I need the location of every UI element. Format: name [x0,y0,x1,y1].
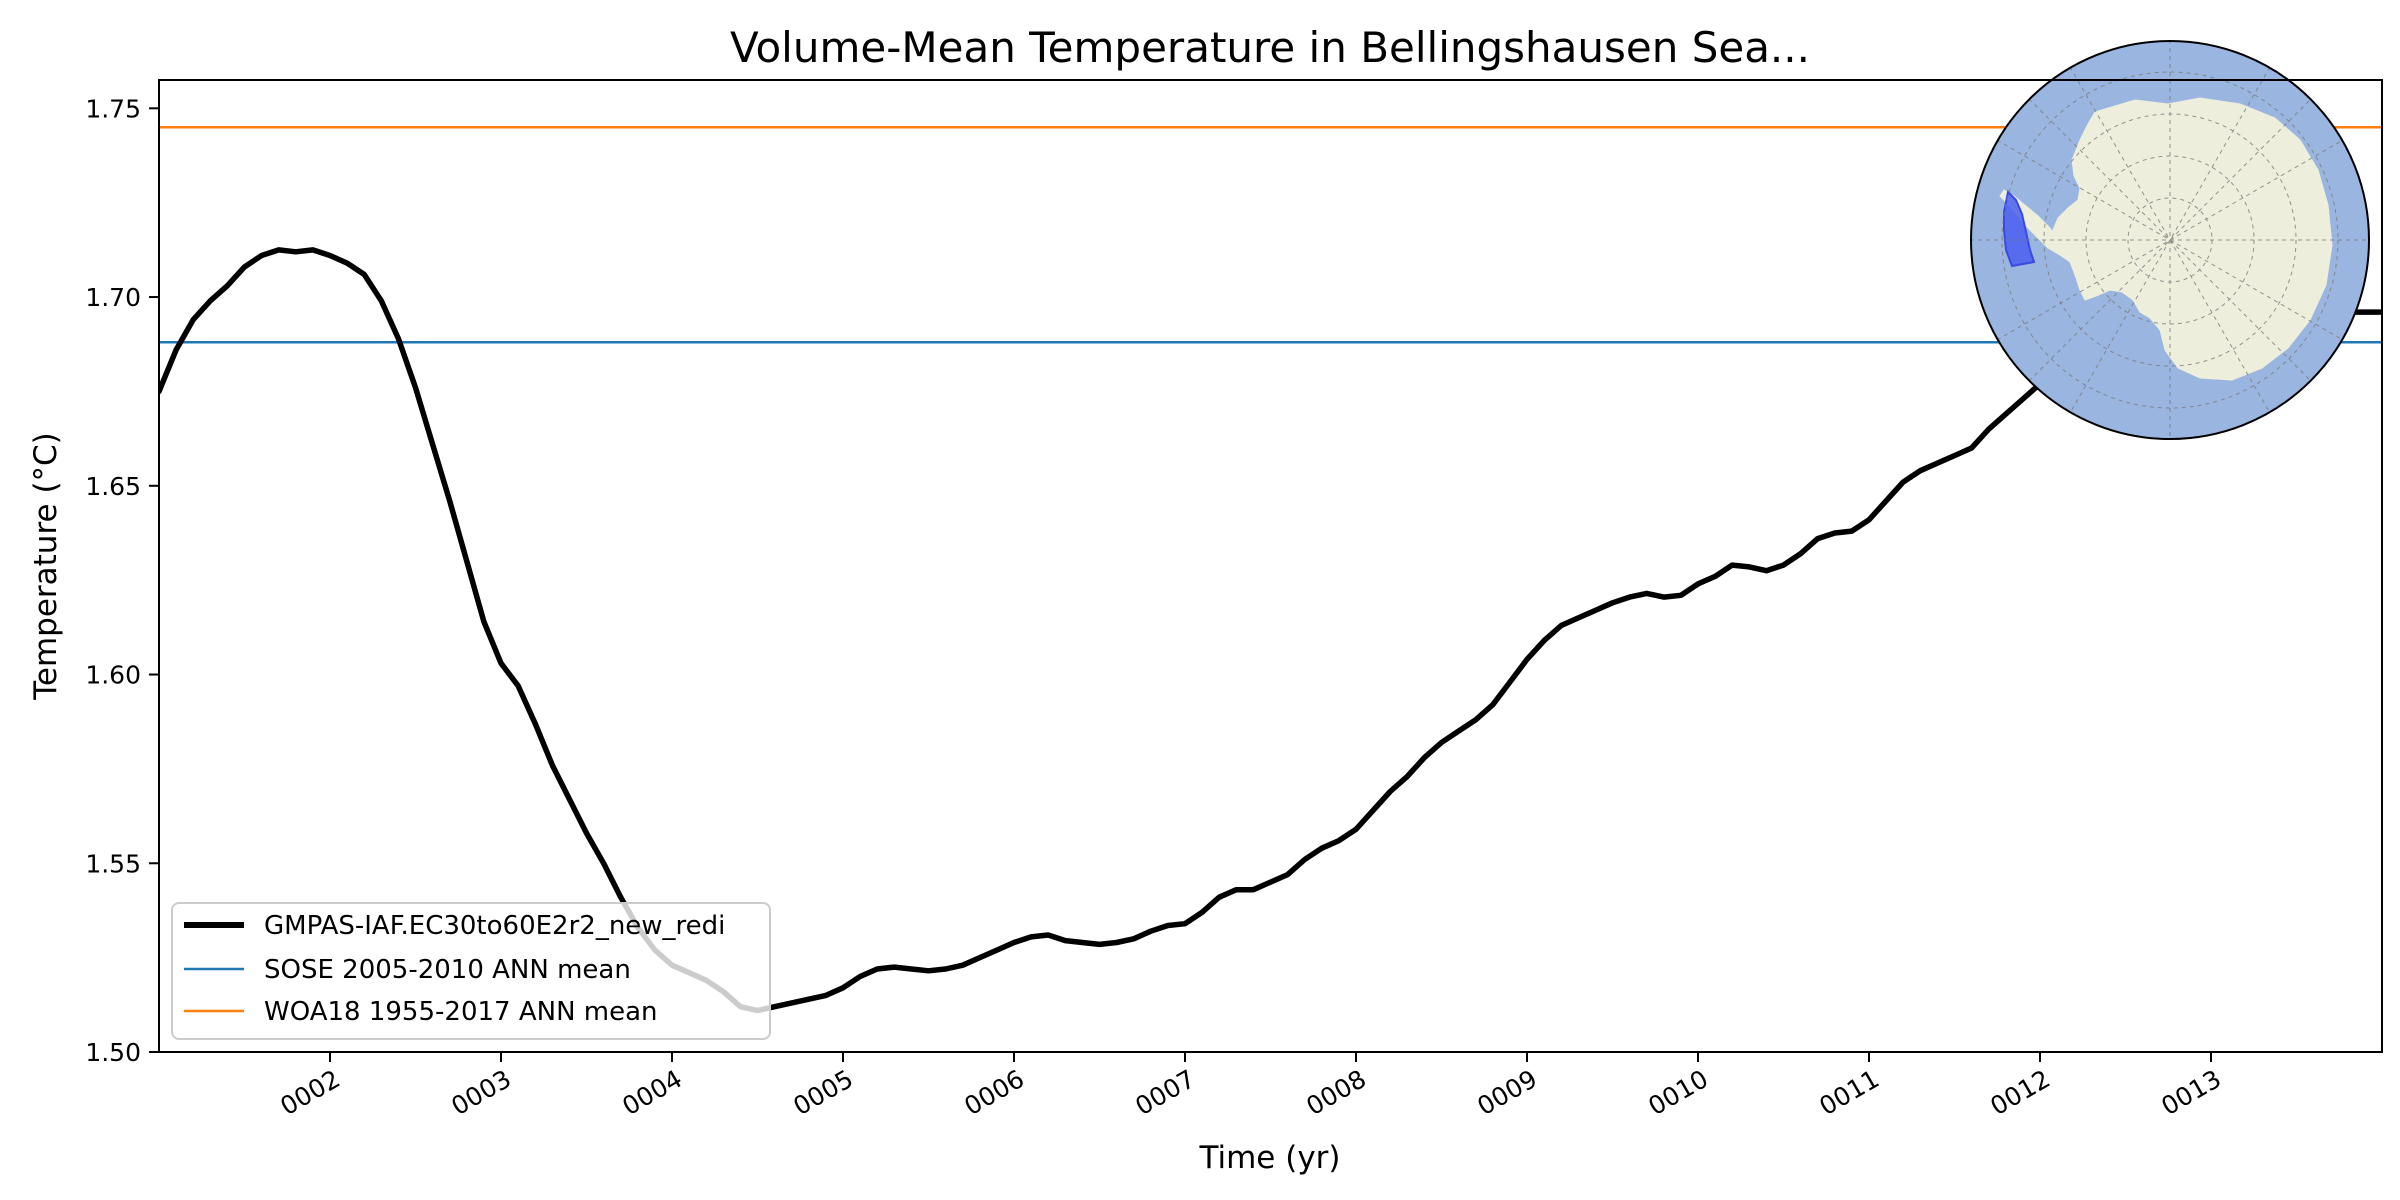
map-graticule [1971,41,2369,439]
map-border [1970,40,2370,440]
x-tick-label: 0009 [1472,1064,1542,1121]
inset-map [1970,40,2370,440]
map-bellingshausen-region [2003,189,2036,268]
x-tick-label: 0010 [1643,1064,1713,1121]
y-tick-label: 1.65 [85,472,141,501]
y-tick-label: 1.70 [85,283,141,312]
x-tick-label: 0002 [275,1064,345,1121]
legend-label-woa: WOA18 1955-2017 ANN mean [264,997,658,1027]
x-tick-label: 0012 [1985,1064,2055,1121]
x-axis-label: Time (yr) [1199,1140,1341,1176]
x-tick-label: 0007 [1130,1064,1200,1121]
legend-box [171,902,771,1040]
x-tick-label: 0004 [617,1064,687,1121]
x-tick-label: 0006 [959,1064,1029,1121]
y-tick-label: 1.50 [85,1038,141,1067]
map-antarctica-east [2047,97,2333,381]
y-tick-label: 1.55 [85,849,141,878]
x-tick-label: 0013 [2156,1064,2226,1121]
y-tick-label: 1.60 [85,661,141,690]
series-line-model [159,247,2382,1014]
plot-frame [158,79,2383,1053]
y-axis-label: Temperature (°C) [28,432,64,701]
legend: GMPAS-IAF.EC30to60E2r2_new_redi SOSE 200… [171,902,771,1040]
x-tick-label: 0005 [788,1064,858,1121]
legend-label-model: GMPAS-IAF.EC30to60E2r2_new_redi [264,911,725,941]
x-tick-label: 0003 [446,1064,516,1121]
x-tick-label: 0008 [1301,1064,1371,1121]
chart-title: Volume-Mean Temperature in Bellingshause… [730,23,1810,72]
legend-label-sose: SOSE 2005-2010 ANN mean [264,955,631,985]
y-tick-label: 1.75 [85,94,141,123]
x-tick-label: 0011 [1814,1064,1884,1121]
